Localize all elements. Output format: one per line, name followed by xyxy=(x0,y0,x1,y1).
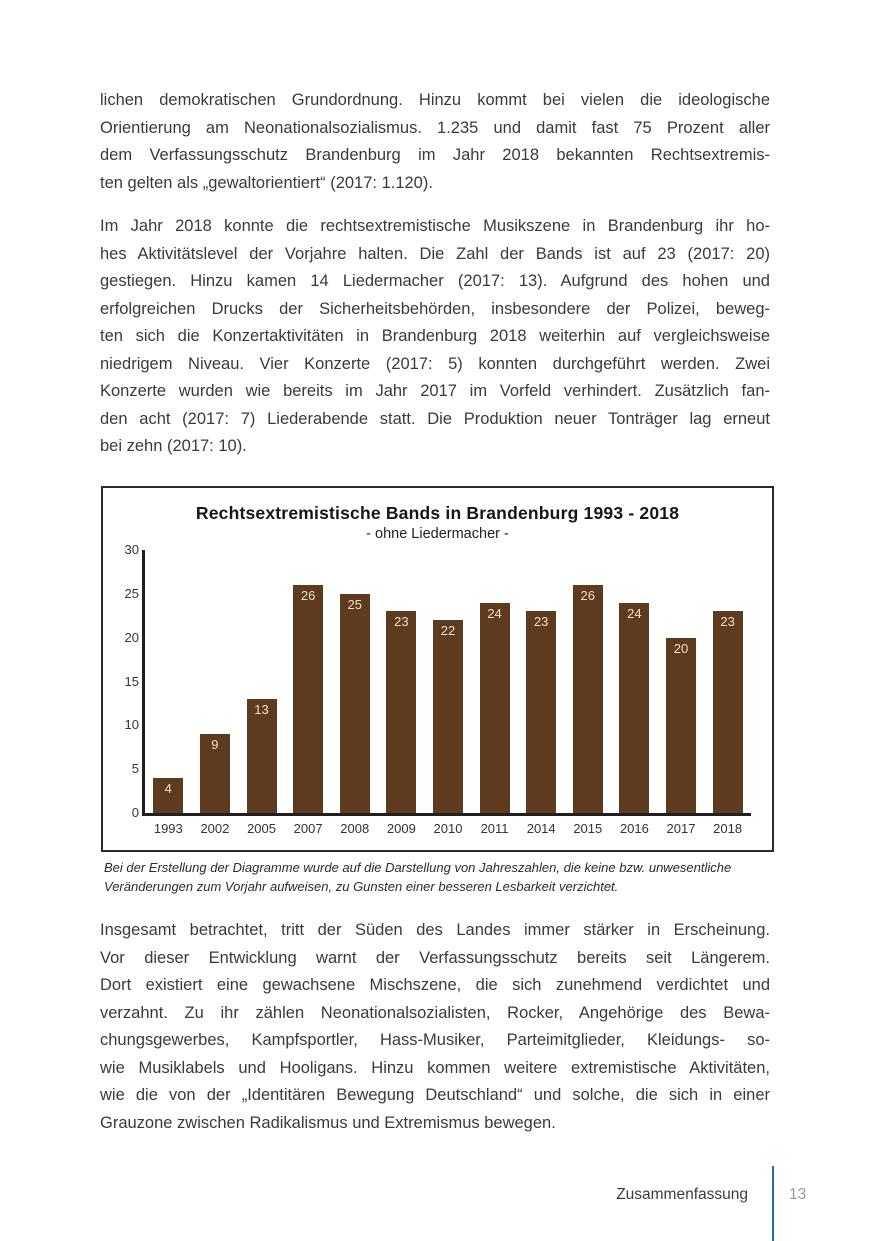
text-line: Grauzone zwischen Radikalismus und Extre… xyxy=(100,1113,556,1132)
y-axis-tick-label: 15 xyxy=(124,673,139,689)
x-axis-tick-label: 2017 xyxy=(666,821,696,836)
footer-section-label: Zusammenfassung xyxy=(616,1186,748,1203)
chart-bar: 23 xyxy=(712,611,743,813)
chart-bar: 9 xyxy=(199,734,230,813)
chart-bar: 20 xyxy=(666,637,696,813)
x-axis-tick-label: 2015 xyxy=(573,821,603,836)
text-line: Orientierung am Neonationalsozialismus. … xyxy=(100,118,770,137)
x-axis-tick-label: 2009 xyxy=(386,821,416,836)
text-line: Dort existiert eine gewachsene Mischszen… xyxy=(100,976,770,994)
chart-bar-value-label: 26 xyxy=(300,588,316,604)
x-axis-tick-label: 1993 xyxy=(153,821,183,836)
y-axis-tick-label: 5 xyxy=(131,761,139,777)
x-axis-tick-labels: 1993 2002 2005 2007 2008 2009 2010 2011 2014 2015… xyxy=(145,821,751,836)
bands-bar-chart-figure: Rechtsextremistische Bands in Brandenbur… xyxy=(101,486,774,852)
x-axis-tick-label: 2011 xyxy=(480,821,509,836)
footer-page-number: 13 xyxy=(789,1186,807,1203)
chart-bar-value-label: 4 xyxy=(164,780,172,796)
chart-bar-value-label: 25 xyxy=(347,596,362,612)
chart-bar: 23 xyxy=(526,611,557,813)
text-line: lichen demokratischen Grundordnung. Hinz… xyxy=(100,91,770,109)
y-axis-tick-label: 10 xyxy=(124,717,139,733)
text-line: bei zehn (2017: 10). xyxy=(100,437,247,455)
chart-bar: 22 xyxy=(432,620,463,813)
chart-bar-value-label: 23 xyxy=(394,614,409,630)
chart-bar: 23 xyxy=(386,611,417,813)
text-line: hes Aktivitätslevel der Vorjahre halten.… xyxy=(100,244,770,263)
figure-caption: Bei der Erstellung der Diagramme wurde a… xyxy=(104,858,769,896)
chart-bar-value-label: 13 xyxy=(254,702,269,718)
body-paragraph-2: Im Jahr 2018 konnte die rechtsextremisti… xyxy=(100,213,770,461)
chart-bar-value-label: 22 xyxy=(440,623,456,639)
chart-bar: 13 xyxy=(246,699,277,813)
chart-plot-area: 4 9 13 26 25 23 22 24 23 26 24 20 23 xyxy=(142,550,751,816)
chart-bar-value-label: 24 xyxy=(627,605,642,621)
text-line: gestiegen. Hinzu kamen 14 Liedermacher (… xyxy=(100,272,770,290)
body-paragraph-3: Insgesamt betrachtet, tritt der Süden de… xyxy=(100,917,770,1137)
chart-bar-value-label: 20 xyxy=(673,640,689,656)
chart-bar-value-label: 23 xyxy=(533,614,549,630)
x-axis-tick-label: 2014 xyxy=(526,821,556,836)
x-axis-tick-label: 2008 xyxy=(340,821,370,836)
text-line: Im Jahr 2018 konnte die rechtsextremisti… xyxy=(100,217,770,235)
x-axis-tick-label: 2005 xyxy=(247,821,276,836)
y-axis-tick-label: 0 xyxy=(131,805,139,820)
chart-bar-value-label: 26 xyxy=(580,588,596,604)
chart-bar: 24 xyxy=(479,602,510,813)
text-line: den acht (2017: 7) Liederabende statt. D… xyxy=(100,409,770,428)
chart-subtitle: - ohne Liedermacher - xyxy=(366,526,509,542)
chart-bar-value-label: 9 xyxy=(211,737,219,753)
body-paragraph-1: lichen demokratischen Grundordnung. Hinz… xyxy=(100,87,770,197)
chart-bar-value-label: 23 xyxy=(720,614,735,630)
chart-bar: 26 xyxy=(572,585,603,813)
text-line: ten gelten als „gewaltorientiert“ (2017:… xyxy=(100,173,433,192)
footer-divider-line xyxy=(772,1166,774,1241)
x-axis-tick-label: 2016 xyxy=(619,821,649,836)
chart-bar: 26 xyxy=(293,585,324,813)
x-axis-tick-label: 2007 xyxy=(293,821,323,836)
y-axis-tick-label: 30 xyxy=(124,542,139,557)
text-line: Vor dieser Entwicklung warnt der Verfass… xyxy=(100,948,770,967)
y-axis-tick-label: 25 xyxy=(124,585,139,601)
text-line: Veränderungen zum Vorjahr aufweisen, zu … xyxy=(104,879,619,894)
text-line: chungsgewerbes, Kampfsportler, Hass-Musi… xyxy=(100,1031,770,1049)
text-line: ten sich die Konzertaktivitäten in Brand… xyxy=(100,327,770,345)
y-axis-tick-label: 20 xyxy=(124,629,139,645)
text-line: Bei der Erstellung der Diagramme wurde a… xyxy=(104,860,732,875)
chart-bar: 4 xyxy=(153,777,184,813)
chart-bar: 24 xyxy=(619,602,650,813)
text-line: Insgesamt betrachtet, tritt der Süden de… xyxy=(100,921,770,939)
chart-title: Rechtsextremistische Bands in Brandenbur… xyxy=(195,503,680,523)
x-axis-tick-label: 2018 xyxy=(713,821,743,836)
text-line: dem Verfassungsschutz Brandenburg im Jah… xyxy=(100,146,770,164)
text-line: wie Musiklabels und Hooligans. Hinzu kom… xyxy=(100,1058,770,1077)
text-line: niedrigem Niveau. Vier Konzerte (2017: 5… xyxy=(100,354,770,373)
x-axis-tick-label: 2010 xyxy=(433,821,463,836)
x-axis-tick-label: 2002 xyxy=(200,821,230,836)
chart-bar-value-label: 24 xyxy=(487,605,502,621)
text-line: erfolgreichen Drucks der Sicherheitsbehö… xyxy=(100,299,770,318)
chart-bar: 25 xyxy=(339,593,370,813)
text-line: Konzerte wurden wie bereits im Jahr 2017… xyxy=(100,382,770,400)
text-line: wie die von der „Identitären Bewegung De… xyxy=(100,1086,770,1104)
text-line: verzahnt. Zu ihr zählen Neonationalsozia… xyxy=(100,1003,770,1022)
